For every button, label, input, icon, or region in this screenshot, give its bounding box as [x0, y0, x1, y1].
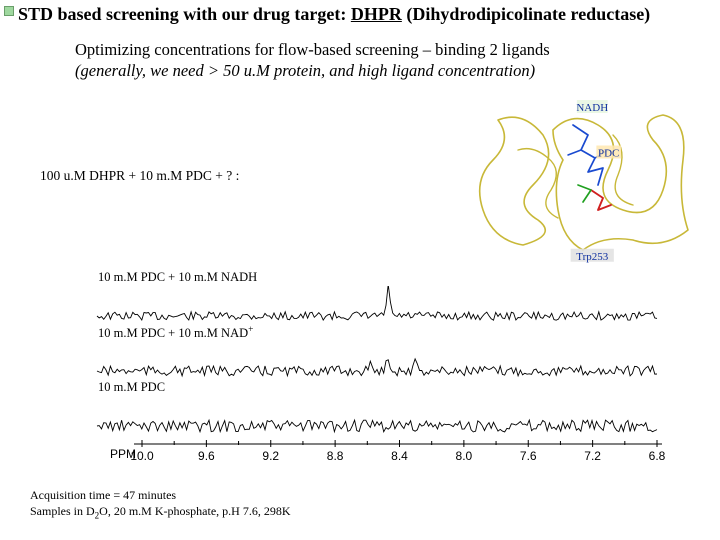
- title-prefix: STD based screening with our drug target…: [18, 4, 351, 24]
- svg-text:7.6: 7.6: [520, 449, 537, 463]
- title-underline: DHPR: [351, 4, 402, 24]
- subtitle: Optimizing concentrations for flow-based…: [75, 40, 550, 81]
- slide-title: STD based screening with our drug target…: [18, 4, 650, 25]
- condition-label: 100 u.M DHPR + 10 m.M PDC + ? :: [40, 168, 239, 184]
- footer-line1: Acquisition time = 47 minutes: [30, 488, 291, 504]
- svg-text:9.2: 9.2: [262, 449, 279, 463]
- title-suffix: (Dihydrodipicolinate reductase): [402, 4, 650, 24]
- ppm-axis: PPM10.09.69.28.88.48.07.67.26.8: [92, 440, 667, 470]
- subtitle-line1: Optimizing concentrations for flow-based…: [75, 40, 550, 61]
- svg-text:8.8: 8.8: [327, 449, 344, 463]
- svg-text:NADH: NADH: [576, 102, 608, 114]
- spectrum-label: 10 m.M PDC + 10 m.M NADH: [98, 270, 257, 285]
- spectrum-label: 10 m.M PDC + 10 m.M NAD+: [98, 325, 253, 341]
- svg-text:7.2: 7.2: [584, 449, 601, 463]
- spectrum-block: 10 m.M PDC + 10 m.M NADH: [98, 270, 658, 325]
- spectrum-block: 10 m.M PDC: [98, 380, 658, 435]
- bullet-icon: [4, 6, 14, 16]
- svg-text:6.8: 6.8: [649, 449, 666, 463]
- protein-structure: NADH PDC Trp253: [463, 90, 698, 265]
- spectrum-label: 10 m.M PDC: [98, 380, 165, 395]
- spectrum-block: 10 m.M PDC + 10 m.M NAD+: [98, 325, 658, 380]
- svg-text:9.6: 9.6: [198, 449, 215, 463]
- spectrum-trace: [92, 396, 662, 436]
- svg-text:8.4: 8.4: [391, 449, 408, 463]
- footer: Acquisition time = 47 minutes Samples in…: [30, 488, 291, 522]
- svg-text:PDC: PDC: [598, 148, 619, 160]
- spectrum-trace: [92, 341, 662, 381]
- svg-text:8.0: 8.0: [456, 449, 473, 463]
- svg-text:10.0: 10.0: [130, 449, 154, 463]
- footer-line2: Samples in D2O, 20 m.M K-phosphate, p.H …: [30, 504, 291, 522]
- spectrum-trace: [92, 286, 662, 326]
- subtitle-line2: (generally, we need > 50 u.M protein, an…: [75, 61, 550, 82]
- spectra-region: 10 m.M PDC + 10 m.M NADH 10 m.M PDC + 10 …: [98, 270, 658, 435]
- svg-text:Trp253: Trp253: [576, 251, 608, 263]
